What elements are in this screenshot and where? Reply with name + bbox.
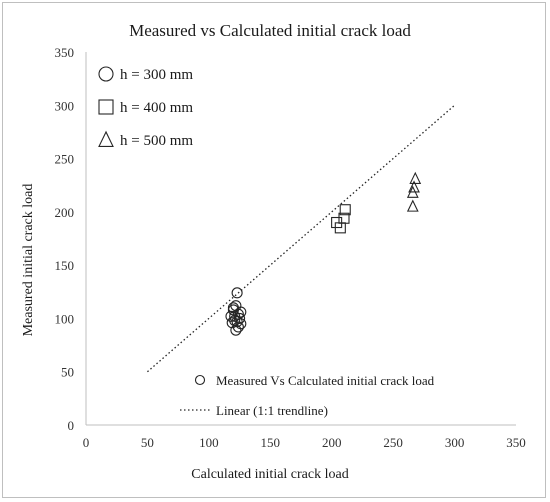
- x-tick-label: 300: [445, 435, 465, 450]
- legend-marker-circle: [98, 66, 114, 82]
- legend-marker-circle: [194, 374, 206, 386]
- x-tick-label: 100: [199, 435, 219, 450]
- y-tick-label: 150: [55, 258, 75, 273]
- legend-label: h = 500 mm: [120, 133, 193, 149]
- data-point-circle: [227, 304, 239, 316]
- data-point-triangle: [408, 180, 420, 193]
- y-tick-label: 50: [61, 365, 74, 380]
- data-point-circle: [231, 287, 243, 299]
- trendline-layer: [147, 104, 455, 373]
- data-point-circle: [235, 306, 247, 318]
- chart-title: Measured vs Calculated initial crack loa…: [129, 21, 411, 40]
- x-axis-label: Calculated initial crack load: [191, 467, 348, 482]
- series-legend: Measured Vs Calculated initial crack loa…: [180, 373, 435, 418]
- legend-label: h = 300 mm: [120, 67, 193, 83]
- data-point-circle: [231, 316, 243, 328]
- points-layer: [225, 171, 422, 336]
- marker-legend: h = 300 mm h = 400 mm h = 500 mm: [98, 66, 193, 149]
- data-point-circle: [226, 317, 238, 329]
- legend-marker-square: [98, 99, 114, 115]
- x-tick-label: 150: [261, 435, 281, 450]
- y-tick-label: 0: [68, 418, 75, 433]
- x-tick-label: 350: [506, 435, 526, 450]
- data-point-square: [339, 204, 351, 216]
- y-tick-label: 350: [55, 45, 75, 60]
- legend-entry-trendline: Linear (1:1 trendline): [216, 403, 328, 418]
- y-tick-label: 200: [55, 205, 75, 220]
- x-tick-label: 200: [322, 435, 342, 450]
- y-tick-label: 300: [55, 98, 75, 113]
- data-point-circle: [232, 321, 244, 333]
- data-point-square: [338, 212, 350, 224]
- data-point-triangle: [406, 199, 419, 212]
- legend-entry-measured: Measured Vs Calculated initial crack loa…: [216, 373, 435, 388]
- axes: 0 50 100 150 200 250 300 350 0 50 100 150 200 250 300 3…: [55, 45, 526, 450]
- y-tick-label: 250: [55, 152, 75, 167]
- x-tick-label: 250: [383, 435, 403, 450]
- y-tick-label: 100: [55, 311, 75, 326]
- data-point-circle: [229, 310, 241, 322]
- legend-marker-triangle: [98, 130, 114, 147]
- trendline: [147, 104, 455, 373]
- x-tick-label: 50: [141, 435, 154, 450]
- y-axis-label: Measured initial crack load: [21, 184, 36, 337]
- data-point-circle: [230, 324, 242, 336]
- chart-frame: [2, 2, 546, 498]
- x-tick-label: 0: [83, 435, 90, 450]
- legend-label: h = 400 mm: [120, 100, 193, 116]
- data-point-triangle: [409, 171, 422, 184]
